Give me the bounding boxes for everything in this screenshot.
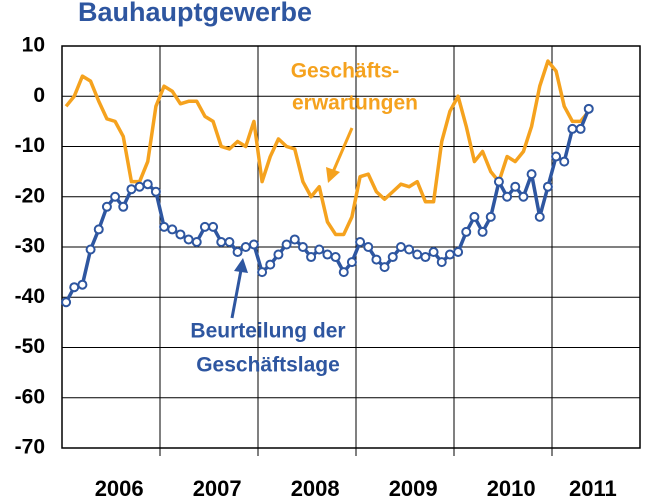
y-tick-label: -40	[15, 285, 45, 308]
marker	[330, 252, 341, 263]
marker	[306, 252, 317, 263]
marker	[167, 224, 178, 235]
marker	[485, 211, 496, 222]
marker	[61, 297, 72, 308]
marker	[493, 176, 504, 187]
arrow	[230, 269, 243, 319]
marker	[420, 252, 431, 263]
marker	[469, 211, 480, 222]
marker	[224, 236, 235, 247]
marker	[77, 279, 88, 290]
marker	[387, 252, 398, 263]
marker	[191, 236, 202, 247]
series-line	[64, 108, 591, 304]
marker	[412, 249, 423, 260]
marker	[101, 201, 112, 212]
marker	[346, 257, 357, 268]
arrowhead	[234, 258, 248, 273]
marker	[289, 234, 300, 245]
marker	[175, 229, 186, 240]
x-tick-label: 2007	[193, 476, 242, 501]
marker	[477, 226, 488, 237]
marker	[118, 201, 129, 212]
marker	[551, 151, 562, 162]
plot: 10 0 -10 -20 -30 -40 -50 -60 -70 2006 2007 2008 2009…	[15, 34, 641, 501]
y-tick-label: -20	[15, 184, 45, 207]
marker	[502, 191, 513, 202]
marker	[453, 247, 464, 258]
y-tick-label: -10	[15, 134, 45, 157]
marker	[93, 224, 104, 235]
marker	[436, 257, 447, 268]
marker	[257, 267, 268, 278]
x-tick-label: 2006	[95, 476, 144, 501]
annotation: Geschäftslage	[196, 354, 340, 377]
marker	[142, 179, 153, 190]
y-tick-label: 0	[33, 84, 45, 107]
marker	[518, 191, 529, 202]
marker	[281, 239, 292, 250]
y-tick-label: -30	[15, 235, 45, 258]
marker	[371, 254, 382, 265]
marker	[216, 236, 227, 247]
marker	[208, 221, 219, 232]
marker	[126, 184, 137, 195]
marker	[297, 242, 308, 252]
marker	[559, 156, 570, 167]
marker	[159, 221, 170, 232]
marker	[444, 249, 455, 260]
marker	[428, 247, 439, 258]
marker	[248, 239, 259, 250]
x-tick-label: 2009	[389, 476, 438, 501]
marker	[567, 123, 578, 134]
arrows	[230, 127, 354, 319]
marker	[510, 181, 521, 192]
marker	[575, 123, 586, 134]
marker	[199, 221, 210, 232]
marker	[273, 249, 284, 260]
marker	[314, 244, 325, 255]
marker	[85, 244, 96, 255]
annotation: Beurteilung der	[190, 320, 345, 343]
y-tick-label: -70	[15, 436, 45, 459]
marker	[534, 211, 545, 222]
marker	[134, 181, 145, 192]
series-line	[64, 59, 591, 237]
marker	[583, 103, 594, 114]
annotation: Geschäfts-	[291, 60, 400, 83]
marker	[232, 247, 243, 258]
marker	[526, 169, 537, 180]
arrow	[331, 127, 354, 173]
marker	[395, 242, 406, 252]
marker	[363, 242, 374, 252]
arrowhead	[326, 167, 340, 183]
marker	[355, 236, 366, 247]
marker	[379, 262, 390, 273]
marker	[240, 242, 251, 252]
marker	[322, 249, 333, 260]
marker	[404, 244, 415, 255]
y-tick-label: -50	[15, 335, 45, 358]
y-tick-label: 10	[22, 34, 45, 57]
marker	[150, 186, 161, 197]
marker	[461, 226, 472, 237]
x-tick-label: 2011	[569, 476, 617, 501]
x-tick-label: 2008	[291, 476, 340, 501]
marker	[265, 259, 276, 270]
marker	[69, 282, 80, 293]
marker	[338, 267, 349, 278]
annotation: erwartungen	[292, 92, 418, 115]
marker	[110, 191, 121, 202]
chart-title: Bauhauptgewerbe	[78, 0, 312, 27]
x-tick-label: 2010	[487, 476, 536, 501]
marker	[542, 181, 553, 192]
y-tick-label: -60	[15, 385, 45, 408]
marker	[183, 234, 194, 245]
